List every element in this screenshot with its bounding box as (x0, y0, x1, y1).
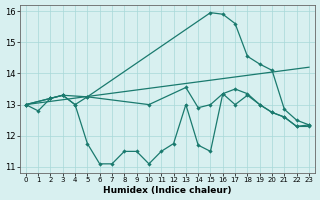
X-axis label: Humidex (Indice chaleur): Humidex (Indice chaleur) (103, 186, 232, 195)
